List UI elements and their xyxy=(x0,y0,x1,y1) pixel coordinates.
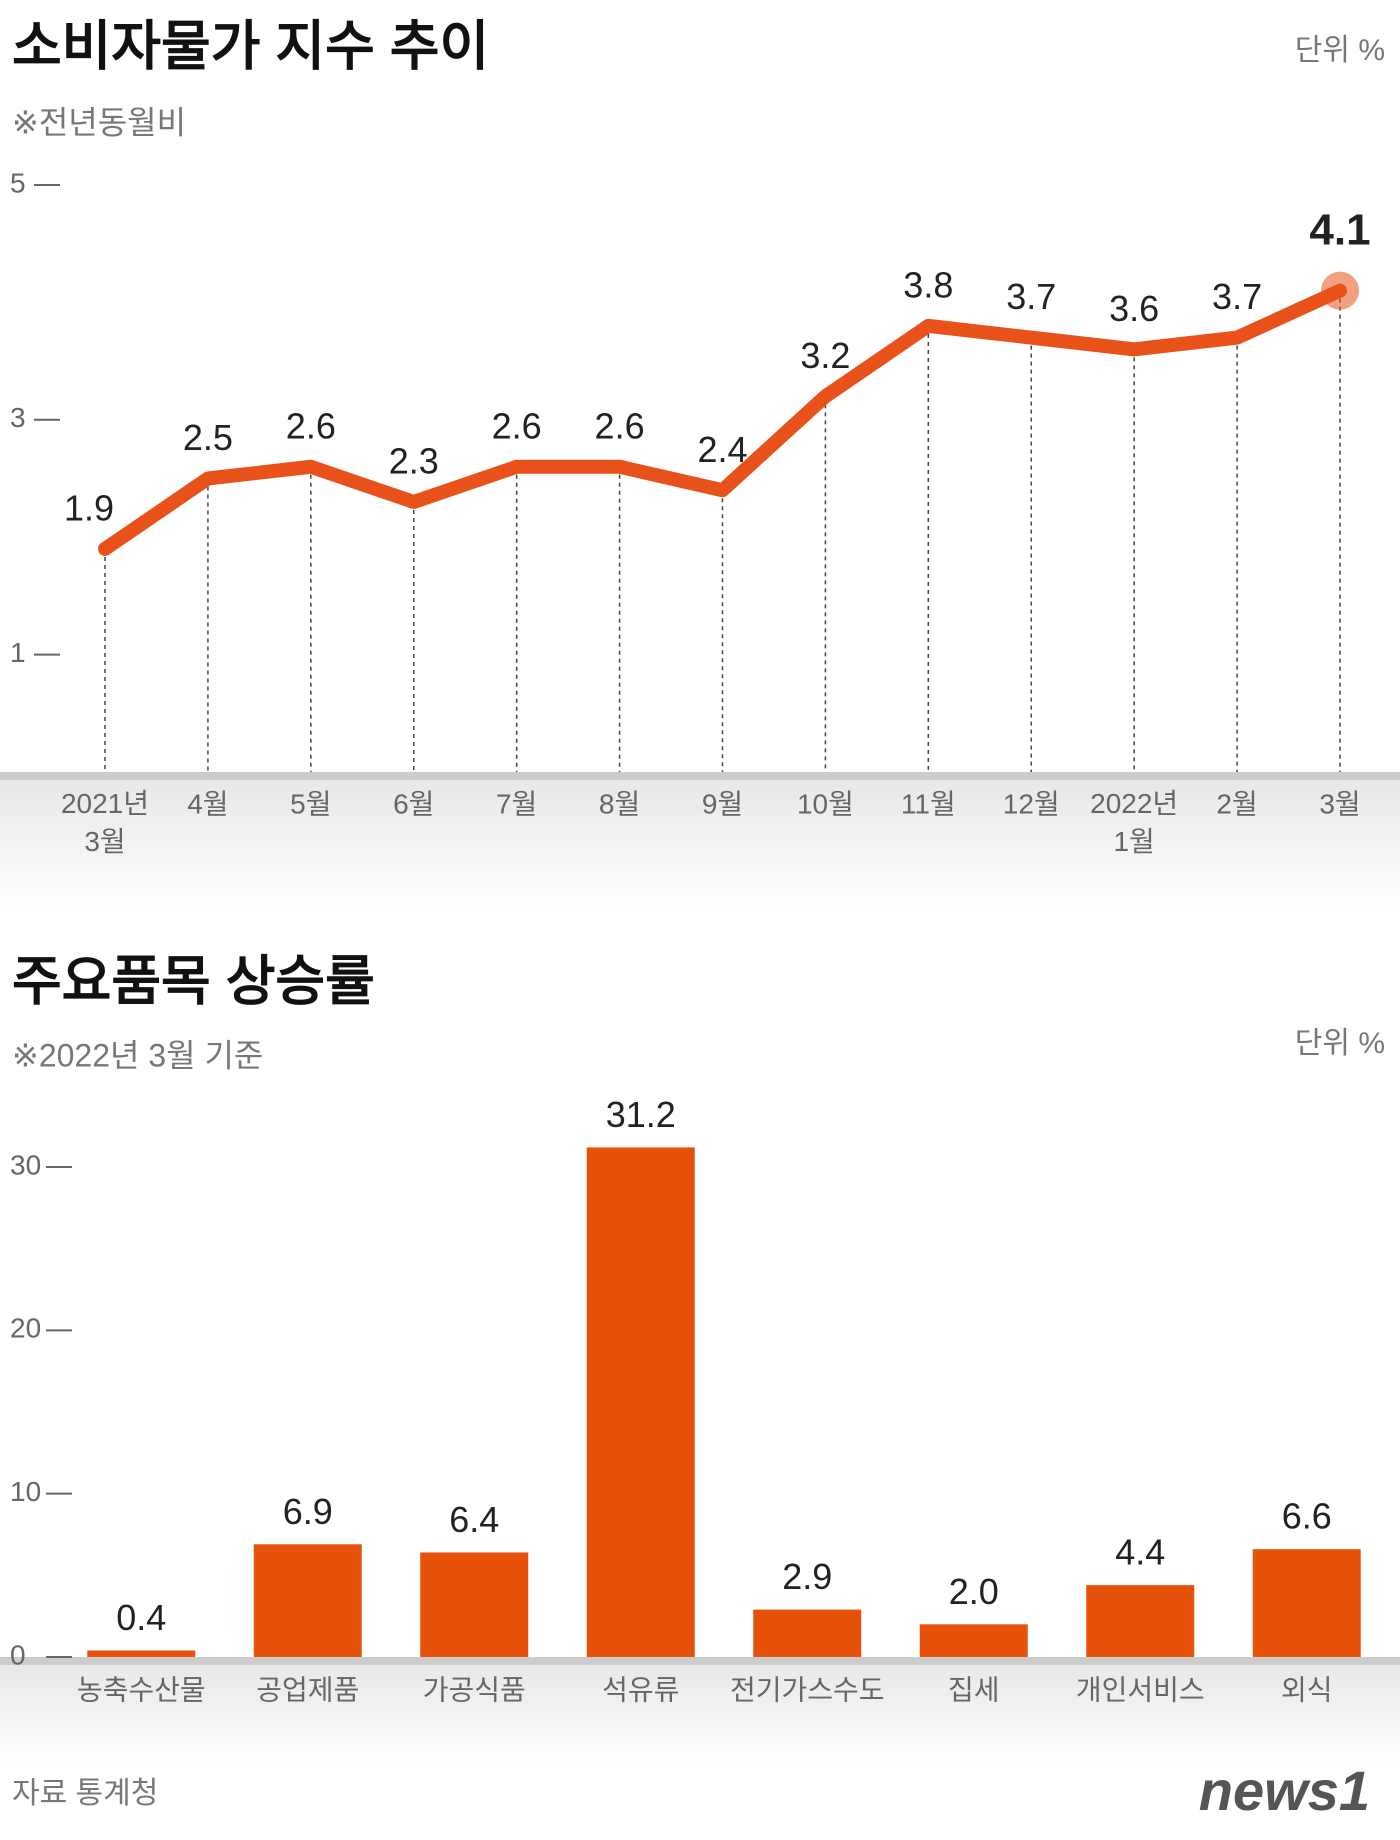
bar xyxy=(253,1544,362,1657)
x-tick-label: 11월 xyxy=(901,788,956,819)
x-tick-label: 2022년 1월 xyxy=(1090,788,1178,857)
bar xyxy=(586,1147,695,1657)
bar xyxy=(420,1552,529,1657)
x-tick-label: 농축수산물 xyxy=(77,1674,206,1705)
x-tick-label: 6월 xyxy=(393,788,434,819)
x-tick-label: 9월 xyxy=(702,788,743,819)
unit-label: 단위 % xyxy=(1295,34,1385,67)
highlight-point xyxy=(1321,271,1359,310)
y-tick-label: 10 xyxy=(10,1476,41,1507)
value-label: 1.9 xyxy=(64,487,114,528)
chart-subtitle: ※전년동월비 xyxy=(12,104,186,140)
value-label: 2.3 xyxy=(389,440,439,481)
x-tick-label: 공업제품 xyxy=(256,1674,359,1705)
x-tick-label: 전기가스수도 xyxy=(730,1674,885,1705)
value-label: 2.4 xyxy=(697,429,747,470)
value-label: 3.6 xyxy=(1109,288,1159,329)
value-label: 0.4 xyxy=(116,1597,166,1638)
x-tick-label: 가공식품 xyxy=(423,1674,526,1705)
x-tick-label: 외식 xyxy=(1281,1674,1333,1705)
y-tick-label: 20 xyxy=(10,1313,41,1344)
line xyxy=(98,283,1347,556)
x-tick-label: 개인서비스 xyxy=(1076,1674,1205,1705)
value-label: 2.6 xyxy=(286,405,336,446)
x-tick-label: 10월 xyxy=(797,788,854,819)
logo: news1 xyxy=(1199,1759,1370,1822)
value-label: 4.4 xyxy=(1115,1532,1165,1573)
bar xyxy=(1086,1585,1195,1657)
chart-subtitle: ※2022년 3월 기준 xyxy=(12,1037,263,1073)
y-tick-label: 3 xyxy=(10,402,26,433)
unit-label: 단위 % xyxy=(1295,1027,1385,1060)
value-label: 2.0 xyxy=(949,1571,999,1612)
chart-title: 주요품목 상승률 xyxy=(12,951,375,1011)
value-label: 6.4 xyxy=(449,1499,499,1540)
bar xyxy=(753,1609,862,1657)
axis-line xyxy=(0,1657,1400,1665)
x-tick-label: 집세 xyxy=(948,1674,1000,1705)
y-tick-label: 0 xyxy=(10,1639,26,1670)
x-tick-label: 5월 xyxy=(290,788,331,819)
value-label: 6.6 xyxy=(1282,1496,1332,1537)
value-label: 4.1 xyxy=(1309,205,1370,254)
y-tick-label: 30 xyxy=(10,1149,41,1180)
value-label: 3.2 xyxy=(800,335,850,376)
bar xyxy=(919,1624,1028,1657)
y-tick-label: 1 xyxy=(10,637,26,668)
value-label: 6.9 xyxy=(283,1491,333,1532)
axis-band xyxy=(0,772,1400,912)
x-tick-label: 2월 xyxy=(1216,788,1257,819)
value-label: 3.8 xyxy=(903,264,953,305)
x-tick-label: 7월 xyxy=(496,788,537,819)
x-tick-label: 2021년 3월 xyxy=(61,788,149,857)
x-tick-label: 4월 xyxy=(187,788,228,819)
x-tick-label: 석유류 xyxy=(602,1674,679,1705)
bar xyxy=(1252,1549,1361,1657)
chart-title: 소비자물가 지수 추이 xyxy=(12,16,489,76)
value-label: 2.6 xyxy=(595,405,645,446)
value-label: 2.5 xyxy=(183,417,233,458)
axis-line xyxy=(0,772,1400,780)
value-label: 3.7 xyxy=(1006,276,1056,317)
bar xyxy=(87,1650,196,1657)
value-label: 3.7 xyxy=(1212,276,1262,317)
x-tick-label: 12월 xyxy=(1003,788,1060,819)
y-tick-label: 5 xyxy=(10,167,26,198)
value-label: 31.2 xyxy=(606,1094,676,1135)
source: 자료 통계청 xyxy=(12,1777,158,1810)
x-tick-label: 3월 xyxy=(1319,788,1360,819)
axis-band xyxy=(0,1657,1400,1767)
value-label: 2.6 xyxy=(492,405,542,446)
x-tick-label: 8월 xyxy=(599,788,640,819)
value-label: 2.9 xyxy=(782,1556,832,1597)
